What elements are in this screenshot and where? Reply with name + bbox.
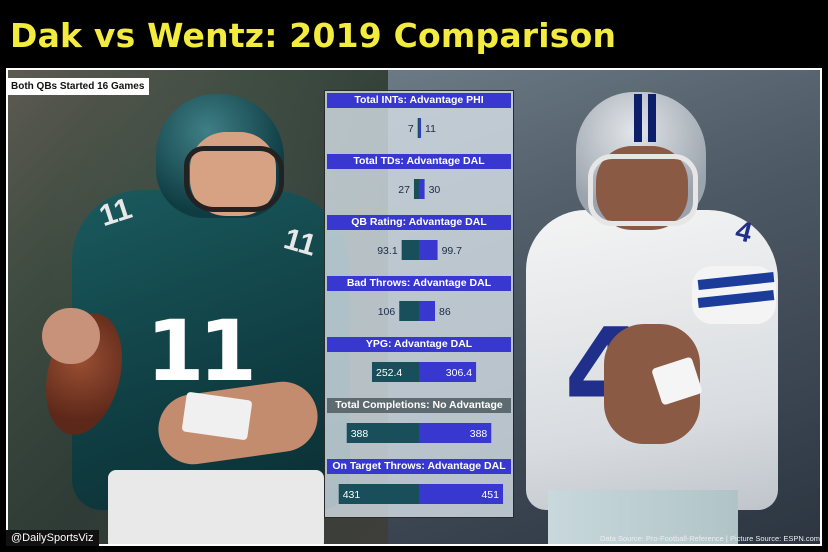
chart-section: On Target Throws: Advantage DAL 431 451	[325, 457, 513, 515]
title-bar: Dak vs Wentz: 2019 Comparison	[0, 0, 828, 68]
chart-title: Bad Throws: Advantage DAL	[327, 276, 511, 291]
chart-section: Total Completions: No Advantage 388 388	[325, 396, 513, 454]
author-handle: @DailySportsViz	[6, 530, 99, 546]
dal-value-label: 86	[439, 306, 451, 318]
chart-title: Total INTs: Advantage PHI	[327, 93, 511, 108]
phi-bar	[413, 179, 419, 199]
chart-section: Total TDs: Advantage DAL 27 30	[325, 152, 513, 210]
eagles-jersey-number: 11	[146, 302, 257, 400]
phi-value-label: 27	[398, 184, 410, 196]
dal-bar	[419, 362, 477, 382]
dal-bar	[419, 240, 438, 260]
phi-value-label: 388	[351, 428, 369, 440]
phi-bar	[338, 484, 419, 504]
eagles-pants	[108, 470, 324, 544]
eagles-hand	[42, 308, 100, 364]
chart-section: YPG: Advantage DAL 252.4 306.4	[325, 335, 513, 393]
dal-value-label: 11	[425, 123, 436, 135]
cowboys-helmet-stripe-2	[648, 94, 656, 142]
bar-row: 7 11	[408, 118, 436, 138]
phi-bar	[401, 240, 419, 260]
eagles-facemask	[184, 146, 284, 212]
chart-title: Total Completions: No Advantage	[327, 398, 511, 413]
phi-value-label: 252.4	[376, 367, 402, 379]
dal-value-label: 30	[429, 184, 441, 196]
chart-section: QB Rating: Advantage DAL 93.1 99.7	[325, 213, 513, 271]
bar-row: 106 86	[378, 301, 451, 321]
chart-section: Bad Throws: Advantage DAL 106 86	[325, 274, 513, 332]
dal-value-label: 388	[470, 428, 488, 440]
phi-value-label: 431	[343, 489, 361, 501]
chart-title: YPG: Advantage DAL	[327, 337, 511, 352]
dal-value-label: 451	[481, 489, 499, 501]
cowboys-helmet-stripe	[634, 94, 642, 142]
bar-row: 252.4 306.4	[371, 362, 477, 382]
dal-bar	[419, 301, 436, 321]
dal-value-label: 99.7	[442, 245, 463, 257]
phi-value-label: 7	[408, 123, 414, 135]
cowboys-pants	[548, 490, 738, 544]
bar-row: 93.1 99.7	[377, 240, 463, 260]
comparison-chart-panel: Total INTs: Advantage PHI 7 11 Total TDs: A…	[324, 90, 514, 518]
page-title: Dak vs Wentz: 2019 Comparison	[10, 16, 617, 55]
phi-bar	[346, 423, 419, 443]
dal-bar	[419, 179, 425, 199]
data-source-credit: Data Source: Pro-Football-Reference | Pi…	[600, 534, 820, 543]
phi-bar	[399, 301, 419, 321]
cowboys-facemask	[588, 154, 698, 226]
bar-row: 388 388	[346, 423, 492, 443]
dal-bar	[419, 118, 422, 138]
phi-value-label: 106	[378, 306, 396, 318]
dal-bar	[419, 484, 503, 504]
phi-bar	[371, 362, 419, 382]
phi-bar	[417, 118, 419, 138]
chart-title: QB Rating: Advantage DAL	[327, 215, 511, 230]
chart-section: Total INTs: Advantage PHI 7 11	[325, 91, 513, 149]
bar-row: 431 451	[338, 484, 503, 504]
games-started-badge: Both QBs Started 16 Games	[6, 78, 150, 95]
chart-title: Total TDs: Advantage DAL	[327, 154, 511, 169]
dal-bar	[419, 423, 492, 443]
dal-value-label: 306.4	[446, 367, 472, 379]
chart-title: On Target Throws: Advantage DAL	[327, 459, 511, 474]
bar-row: 27 30	[398, 179, 441, 199]
phi-value-label: 93.1	[377, 245, 398, 257]
